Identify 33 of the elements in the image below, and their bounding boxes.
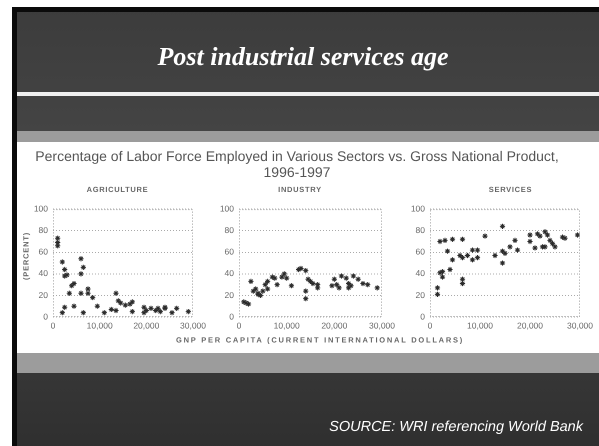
- x-tick-label: 10,000: [274, 320, 300, 330]
- x-tick-label: 20,000: [321, 320, 348, 330]
- y-tick-label: 80: [416, 225, 426, 236]
- y-tick-label: 40: [416, 268, 426, 278]
- y-tick-label: 0: [229, 311, 234, 322]
- x-tick-label: 30,000: [369, 320, 396, 330]
- text: Post industrial services age: [156, 42, 450, 72]
- x-tick-label: 20,000: [133, 320, 160, 330]
- y-tick-label: 20: [416, 290, 426, 300]
- x-tick-label: 10,000: [467, 320, 494, 330]
- y-tick-label: 20: [38, 290, 48, 300]
- x-tick-label: 10,000: [86, 320, 113, 330]
- y-tick-label: 60: [416, 246, 426, 257]
- y-tick-label: 40: [224, 268, 234, 278]
- x-tick-label: 20,000: [517, 320, 544, 330]
- y-tick-label: 0: [420, 311, 426, 322]
- y-tick-label: 60: [38, 246, 48, 257]
- x-tick-label: 0: [50, 320, 56, 330]
- x-tick-label: 0: [428, 320, 433, 330]
- x-tick-label: 30,000: [567, 320, 594, 330]
- y-tick-label: 20: [224, 290, 234, 300]
- text: Percentage of Labor Force Employed in Various Sectors vs. Gross National Product, 1996-1997: [34, 148, 560, 180]
- y-tick-label: 60: [224, 246, 234, 257]
- x-tick-label: 0: [236, 320, 242, 330]
- y-tick-label: 100: [220, 203, 234, 214]
- x-tick-label: 30,000: [180, 320, 206, 330]
- y-tick-label: 80: [38, 225, 48, 236]
- y-tick-label: 100: [410, 203, 426, 214]
- y-tick-label: 80: [224, 225, 234, 236]
- y-tick-label: 0: [43, 311, 48, 322]
- y-tick-label: 100: [34, 203, 48, 214]
- y-tick-label: 40: [38, 268, 48, 278]
- source-note: SOURCE: WRI referencing World Bank: [329, 419, 583, 435]
